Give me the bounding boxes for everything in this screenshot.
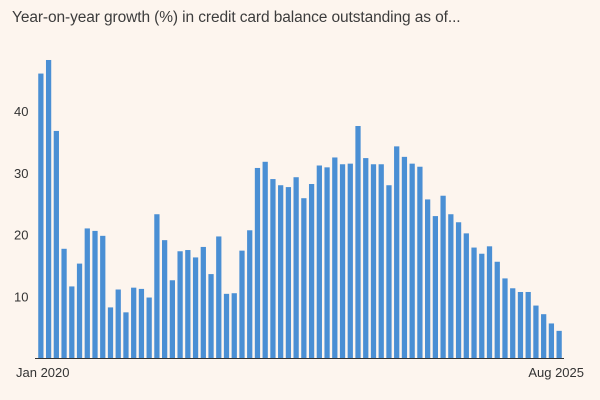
bar (417, 166, 423, 358)
x-tick-label: Jan 2020 (16, 365, 70, 380)
bar (339, 164, 346, 358)
bar (138, 288, 145, 358)
bar (332, 157, 338, 358)
bar (308, 184, 315, 358)
bar (525, 291, 531, 358)
bar (479, 253, 485, 358)
bar (45, 59, 52, 359)
bar (285, 187, 292, 358)
bar (76, 263, 83, 358)
y-tick-label: 40 (14, 104, 28, 119)
y-axis-ticks: 10 20 30 40 (14, 104, 28, 304)
bar (386, 185, 392, 358)
bar (216, 236, 222, 358)
bar (92, 230, 98, 358)
bar (223, 293, 230, 358)
bar (448, 214, 454, 358)
bar (131, 287, 137, 358)
bar (247, 230, 253, 358)
bar (169, 280, 175, 358)
bar (432, 216, 438, 358)
bar (69, 286, 75, 358)
bar (123, 312, 129, 358)
chart-title: Year-on-year growth (%) in credit card b… (12, 9, 461, 26)
bar (510, 288, 516, 358)
bar (440, 195, 446, 358)
bar (471, 247, 477, 358)
bar (208, 274, 214, 358)
bar (107, 307, 114, 358)
bar (316, 165, 322, 358)
bar (278, 185, 284, 358)
bar-series (38, 59, 562, 359)
x-tick-label: Aug 2025 (528, 365, 584, 380)
bar (556, 330, 562, 358)
bar (502, 278, 508, 358)
bar (355, 126, 361, 358)
y-tick-label: 30 (14, 166, 28, 181)
bar (486, 246, 493, 358)
bar (517, 291, 524, 358)
bar (425, 199, 431, 358)
bar (115, 289, 121, 358)
bar (548, 323, 555, 358)
bar (301, 198, 307, 358)
bar (378, 164, 384, 358)
bar (100, 235, 106, 358)
bar (38, 73, 44, 358)
bar (494, 261, 500, 358)
bar (262, 161, 268, 358)
bar (146, 297, 152, 358)
bar (324, 167, 330, 358)
bar (541, 314, 547, 358)
bar (185, 250, 191, 358)
bar (162, 240, 168, 358)
bar (61, 248, 67, 358)
bar (370, 164, 377, 358)
bar (192, 257, 199, 358)
bar (394, 146, 400, 358)
bar (455, 222, 462, 358)
bar (254, 167, 261, 358)
bar (154, 214, 160, 358)
bar (231, 293, 237, 358)
y-tick-label: 10 (14, 289, 28, 304)
bar (239, 250, 245, 358)
bar (363, 158, 369, 358)
bar (177, 251, 183, 358)
x-axis-ticks: Jan 2020 Aug 2025 (16, 365, 584, 380)
bar (270, 179, 276, 358)
bar (53, 130, 59, 358)
bar (347, 163, 353, 358)
bar (409, 163, 415, 358)
bar (463, 233, 469, 358)
bar (401, 156, 408, 358)
y-tick-label: 20 (14, 228, 28, 243)
bar (84, 228, 90, 358)
bar (200, 246, 206, 358)
bar (533, 305, 539, 358)
bar (293, 177, 299, 358)
